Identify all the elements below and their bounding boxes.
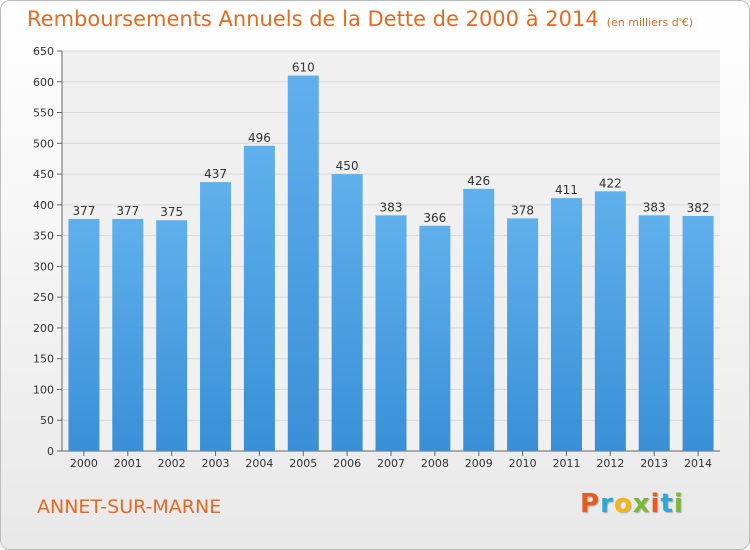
bar [331,174,363,452]
bar [68,219,100,451]
x-tick-label: 2014 [684,457,712,470]
bar-value-label: 383 [643,200,666,214]
y-tick-label: 150 [33,353,54,366]
bar [156,220,188,451]
x-tick-label: 2007 [377,457,405,470]
logo-letter: r [600,489,614,519]
y-tick-label: 500 [33,137,54,150]
bar-value-label: 426 [467,174,490,188]
logo-letter: i [673,489,684,519]
logo-letter: P [580,489,601,519]
bar-value-label: 377 [72,204,95,218]
proxiti-logo: Proxiti [580,489,684,519]
x-tick-label: 2000 [70,457,98,470]
bar [682,215,714,451]
x-tick-label: 2002 [158,457,186,470]
x-tick-label: 2006 [333,457,361,470]
chart-unit: (en milliers d'€) [606,16,693,29]
y-tick-label: 400 [33,199,54,212]
x-tick-label: 2011 [552,457,580,470]
x-tick-label: 2009 [465,457,493,470]
y-tick-label: 250 [33,291,54,304]
x-tick-label: 2008 [421,457,449,470]
bar [550,198,582,451]
bar [507,218,539,451]
logo-letter: i [650,489,661,519]
bar [243,145,275,451]
y-tick-label: 200 [33,322,54,335]
y-tick-label: 650 [33,45,54,58]
x-tick-label: 2001 [114,457,142,470]
bar [200,182,232,452]
bar-value-label: 383 [380,200,403,214]
y-tick-label: 550 [33,107,54,120]
y-tick-label: 0 [47,445,54,458]
chart-title-text: Remboursements Annuels de la Dette de 20… [27,7,599,31]
bar-value-label: 411 [555,183,578,197]
bar-value-label: 450 [336,159,359,173]
y-tick-label: 50 [40,414,54,427]
chart-title: Remboursements Annuels de la Dette de 20… [27,7,693,31]
x-tick-label: 2013 [640,457,668,470]
x-tick-label: 2003 [202,457,230,470]
commune-name: ANNET-SUR-MARNE [37,496,222,518]
bar-value-label: 437 [204,167,227,181]
logo-letter: t [660,489,674,519]
y-tick-label: 100 [33,383,54,396]
bar [463,188,495,451]
bar [287,75,319,451]
y-tick-label: 450 [33,168,54,181]
x-tick-label: 2010 [509,457,537,470]
bar-value-label: 496 [248,131,271,145]
bar [375,215,407,451]
bar-value-label: 377 [116,204,139,218]
y-tick-label: 300 [33,260,54,273]
bar [112,219,144,451]
logo-letter: o [613,489,633,519]
bar [594,191,626,452]
x-tick-label: 2004 [245,457,273,470]
logo-letter: x [632,489,651,519]
bar-value-label: 366 [423,211,446,225]
y-tick-label: 600 [33,76,54,89]
bar-value-label: 375 [160,205,183,219]
bar-value-label: 378 [511,203,534,217]
bar-value-label: 382 [687,201,710,215]
bar [419,225,451,451]
y-tick-label: 350 [33,230,54,243]
bar-value-label: 610 [292,61,315,75]
x-tick-label: 2005 [289,457,317,470]
x-tick-label: 2012 [596,457,624,470]
bar [638,215,670,451]
bar-value-label: 422 [599,176,622,190]
